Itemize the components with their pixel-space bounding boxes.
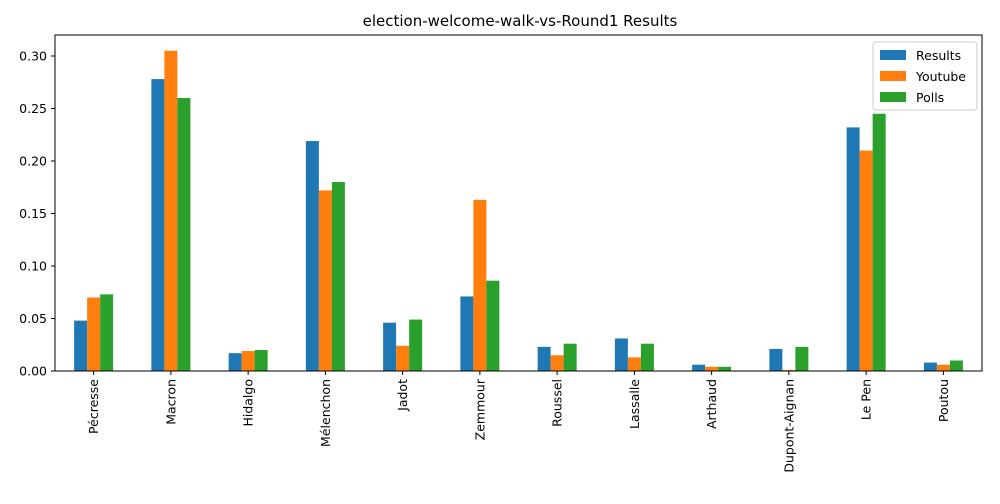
y-tick-label: 0.20 — [19, 154, 47, 169]
bar-polls-6 — [563, 343, 577, 371]
x-tick-label: Macron — [163, 379, 178, 425]
x-tick-label: Zemmour — [472, 378, 487, 440]
bar-results-2 — [228, 353, 242, 371]
bar-youtube-9 — [782, 369, 796, 371]
bar-youtube-3 — [318, 190, 332, 371]
bar-results-0 — [74, 320, 88, 371]
bar-polls-2 — [254, 350, 268, 371]
bar-results-8 — [692, 364, 706, 371]
bar-polls-4 — [409, 319, 423, 371]
bar-results-4 — [383, 322, 397, 371]
bar-results-10 — [846, 127, 860, 372]
legend: Results Youtube Polls — [872, 41, 978, 111]
bars-group — [74, 50, 963, 372]
x-tick-label: Mélenchon — [318, 379, 333, 447]
plot-frame — [54, 34, 983, 372]
bar-results-7 — [614, 338, 628, 371]
y-tick-label: 0.15 — [19, 206, 47, 221]
bar-youtube-10 — [859, 150, 873, 371]
bar-youtube-5 — [473, 199, 487, 371]
bar-polls-8 — [718, 366, 732, 371]
x-tick-label: Le Pen — [859, 379, 874, 420]
bar-youtube-7 — [627, 357, 641, 371]
chart-title: election-welcome-walk-vs-Round1 Results — [363, 12, 678, 30]
legend-label-youtube: Youtube — [915, 69, 966, 84]
bar-polls-3 — [331, 182, 345, 371]
bar-results-9 — [769, 348, 783, 371]
x-tick-label: Roussel — [550, 379, 565, 427]
x-tick-label: Poutou — [936, 379, 951, 422]
x-tick-label: Hidalgo — [241, 379, 256, 427]
y-tick-label: 0.10 — [19, 259, 47, 274]
bar-polls-7 — [640, 343, 654, 371]
y-tick-label: 0.00 — [19, 364, 47, 379]
bar-youtube-4 — [396, 345, 410, 371]
bar-results-11 — [923, 362, 937, 371]
bar-polls-10 — [872, 113, 886, 371]
legend-swatch-youtube — [880, 71, 906, 81]
legend-label-results: Results — [916, 48, 961, 63]
bar-youtube-8 — [705, 366, 719, 371]
legend-label-polls: Polls — [916, 90, 944, 105]
bar-youtube-0 — [87, 297, 101, 371]
x-tick-label: Dupont-Aignan — [781, 379, 796, 473]
legend-swatch-polls — [880, 92, 906, 102]
bar-youtube-6 — [550, 355, 564, 371]
bar-results-6 — [537, 346, 551, 371]
legend-swatch-results — [880, 50, 906, 60]
bar-polls-0 — [100, 294, 114, 371]
bar-youtube-2 — [241, 351, 255, 371]
x-tick-label: Jadot — [395, 379, 410, 412]
bar-results-3 — [305, 141, 319, 371]
bar-youtube-1 — [164, 50, 178, 371]
bar-polls-11 — [949, 360, 963, 371]
bar-polls-1 — [177, 98, 191, 371]
bar-youtube-11 — [936, 364, 950, 371]
x-tick-label: Lassalle — [627, 379, 642, 429]
x-tick-label: Arthaud — [704, 379, 719, 429]
y-tick-label: 0.30 — [19, 49, 47, 64]
bar-polls-5 — [486, 280, 500, 371]
y-axis: 0.00 0.05 0.10 0.15 0.20 0.25 0.30 — [19, 49, 55, 379]
bar-polls-9 — [795, 346, 809, 371]
x-tick-label: Pécresse — [86, 379, 101, 434]
x-axis: Pécresse Macron Hidalgo Mélenchon Jadot Zemmo… — [86, 371, 951, 473]
y-tick-label: 0.05 — [19, 311, 47, 326]
y-tick-label: 0.25 — [19, 101, 47, 116]
bar-results-5 — [460, 296, 474, 371]
bar-results-1 — [151, 79, 165, 371]
